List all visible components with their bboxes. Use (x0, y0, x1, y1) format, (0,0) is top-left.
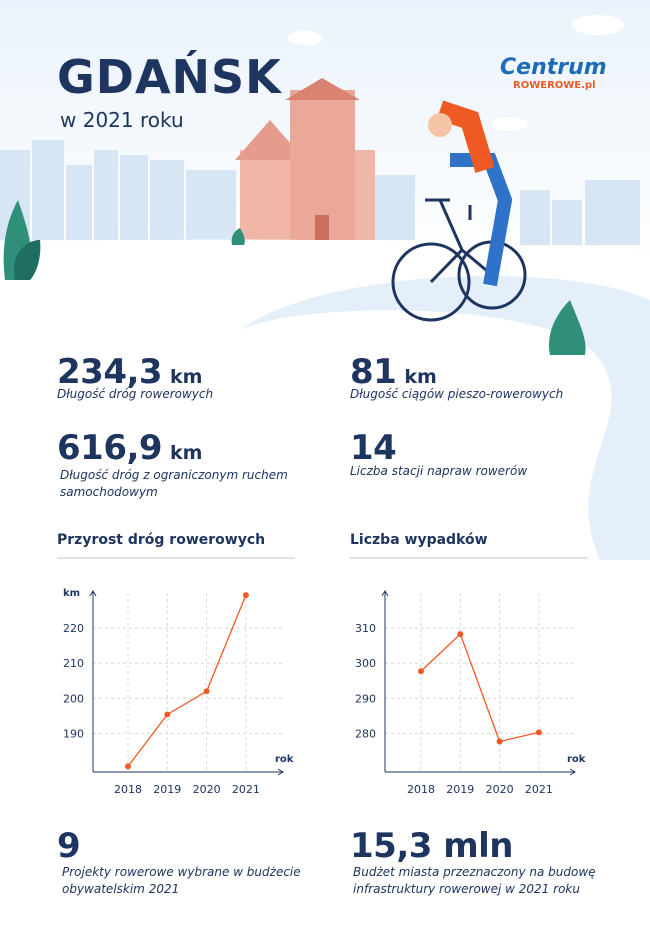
point (457, 631, 464, 638)
chart-title: Liczba wypadków (350, 532, 488, 548)
stat-unit: km (170, 366, 203, 388)
chart-title: Przyrost dróg rowerowych (57, 532, 266, 548)
x-tick-label: 2018 (114, 783, 142, 796)
y-axis-arrow (381, 590, 389, 597)
point (242, 592, 249, 599)
stat-value: 616,9 (57, 428, 163, 468)
stat-value: 9 (57, 826, 81, 866)
stat: 234,3 km (57, 352, 202, 392)
ground (0, 239, 650, 942)
clouds (287, 15, 624, 131)
y-tick-label: 210 (63, 657, 84, 670)
y-tick-label: 300 (355, 657, 376, 670)
point (535, 729, 542, 736)
x-tick-label: 2019 (153, 783, 181, 796)
point (203, 688, 210, 695)
logo-top: Centrum (500, 55, 607, 80)
city (0, 140, 640, 245)
stat-value: 14 (350, 428, 397, 468)
stat-label: Budżet miasta przeznaczony na budowę inf… (353, 865, 596, 896)
stat-unit: km (404, 366, 437, 388)
stat-label: Liczba stacji napraw rowerów (350, 464, 528, 478)
crane-building (235, 78, 375, 240)
plants (3, 200, 586, 355)
subtitle: w 2021 roku (60, 108, 184, 132)
y-tick-label: 290 (355, 692, 376, 705)
y-axis-label: km (63, 588, 80, 599)
y-axis-arrow (89, 590, 97, 597)
x-tick-label: 2019 (446, 783, 474, 796)
line (127, 594, 247, 767)
x-tick-label: 2020 (486, 783, 514, 796)
river (240, 276, 650, 560)
y-tick-label: 200 (63, 692, 84, 705)
stat-value: 81 (350, 352, 397, 392)
stat-unit: km (170, 442, 203, 464)
stat-label: Długość ciągów pieszo-rowerowych (350, 387, 564, 401)
x-axis-label: rok (567, 754, 586, 765)
x-axis-label: rok (275, 754, 294, 765)
y-tick-label: 190 (63, 727, 84, 740)
point (496, 738, 503, 745)
y-tick-label: 220 (63, 622, 84, 635)
stat-value: 15,3 mln (350, 826, 514, 866)
point (164, 711, 171, 718)
stat-label: Projekty rowerowe wybrane w budżecie oby… (62, 865, 301, 896)
x-tick-label: 2021 (525, 783, 553, 796)
cyclist (391, 100, 527, 322)
x-tick-label: 2020 (193, 783, 221, 796)
x-axis-arrow (569, 768, 576, 776)
stat-label: Długość dróg rowerowych (57, 387, 214, 401)
y-tick-label: 310 (355, 622, 376, 635)
point (418, 668, 424, 675)
x-axis-arrow (277, 768, 284, 776)
point (125, 763, 131, 770)
stat-value: 234,3 (57, 352, 163, 392)
logo-bottom: ROWEROWE.pl (513, 80, 596, 91)
stat-label: Długość dróg z ograniczonym ruchem samoc… (60, 468, 288, 499)
y-tick-label: 280 (355, 727, 376, 740)
title: GDAŃSK (57, 50, 282, 104)
x-tick-label: 2018 (407, 783, 435, 796)
x-tick-label: 2021 (232, 783, 260, 796)
stat: 81 km (350, 352, 437, 392)
stat: 616,9 km (57, 428, 202, 468)
line (420, 632, 540, 743)
